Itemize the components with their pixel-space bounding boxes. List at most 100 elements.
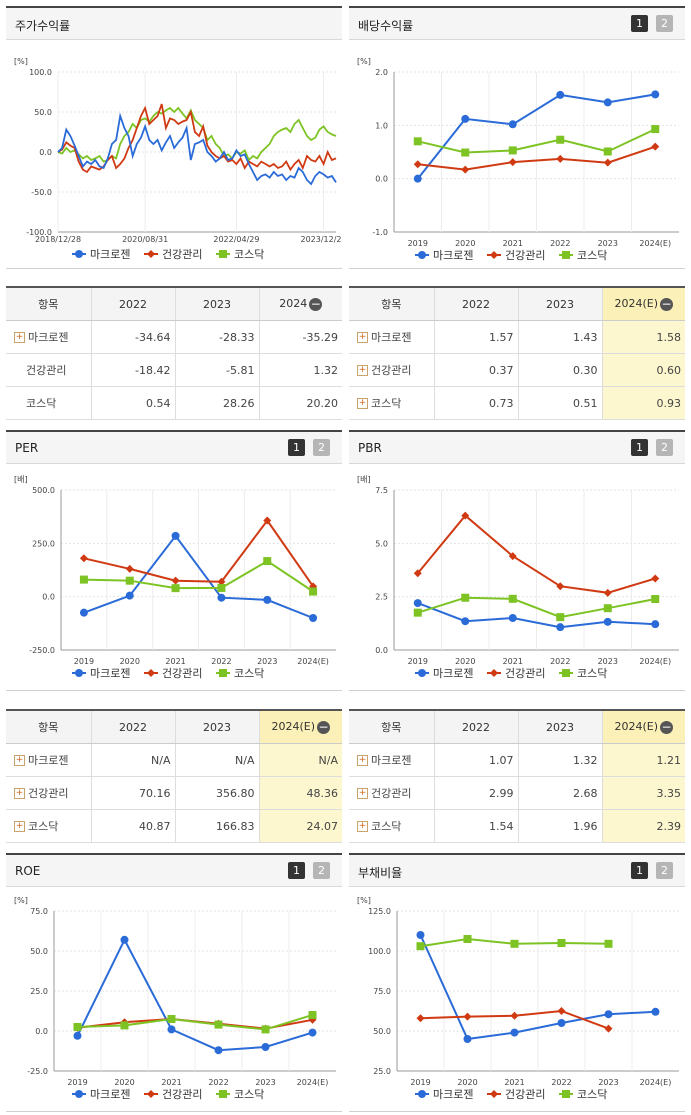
expand-plus-icon[interactable]: +	[357, 820, 368, 832]
legend-label: 코스닥	[234, 248, 264, 261]
dividend-yield-header: 배당수익률 1 2	[349, 6, 685, 40]
table-header: 항목	[6, 286, 91, 321]
row-label[interactable]: + 건강관리	[349, 776, 434, 810]
page-1-button[interactable]: 1	[631, 439, 648, 456]
page-2-button[interactable]: 2	[656, 439, 673, 456]
row-label[interactable]: + 건강관리	[349, 353, 434, 387]
pbr-title: PBR	[358, 441, 382, 455]
data-point	[308, 1015, 317, 1024]
data-point	[413, 160, 422, 169]
table-cell: 356.80	[174, 776, 259, 810]
table-cell: 1.96	[517, 809, 602, 843]
row-label[interactable]: + 마크로젠	[349, 743, 434, 777]
table-cell: 2.68	[517, 776, 602, 810]
table-cell: 3.35	[601, 776, 685, 810]
x-tick-label: 2022	[551, 1078, 571, 1087]
legend-marker	[219, 669, 227, 677]
table-row: + 코스닥 0.73 0.51 0.93	[349, 386, 685, 420]
row-label[interactable]: + 코스닥	[349, 809, 434, 843]
y-tick-label: 50.0	[34, 108, 52, 117]
roe-header: ROE 1 2	[6, 853, 342, 887]
page-2-button[interactable]: 2	[313, 862, 330, 879]
row-label[interactable]: + 마크로젠	[6, 743, 91, 777]
y-tick-label: 100.0	[29, 68, 52, 77]
data-point	[167, 1025, 176, 1034]
page-1-button[interactable]: 1	[631, 862, 648, 879]
series-line	[76, 937, 313, 1052]
row-label[interactable]: + 코스닥	[6, 809, 91, 843]
legend-marker	[147, 1090, 155, 1098]
x-tick-label: 2024(E)	[640, 1078, 672, 1087]
legend-marker	[75, 1090, 83, 1098]
page-2-button[interactable]: 2	[656, 15, 673, 32]
row-label[interactable]: + 건강관리	[6, 776, 91, 810]
per-panel: PER 1 2 [배] 500.0 250.0 0.0 -250.0 2019 2020 20…	[6, 430, 342, 690]
expand-plus-icon[interactable]: +	[14, 820, 25, 832]
y-tick-label: 2.0	[375, 68, 388, 77]
page-2-button[interactable]: 2	[313, 439, 330, 456]
y-tick-label: 125.0	[368, 907, 391, 916]
legend-label: 코스닥	[577, 667, 607, 680]
expand-plus-icon[interactable]: +	[357, 397, 368, 409]
expand-plus-icon[interactable]: +	[357, 754, 368, 766]
series-line	[417, 602, 656, 629]
stock-return-title: 주가수익률	[15, 19, 71, 33]
table-header-collapsible: 2024−	[258, 286, 342, 321]
series-line	[417, 145, 656, 171]
legend-label: 건강관리	[505, 667, 545, 680]
expand-plus-icon[interactable]: +	[357, 364, 368, 376]
table-cell: 166.83	[174, 809, 259, 843]
per-table: 항목 2022 2023 2024(E) − + 마크로젠 N/A N/A N/A + 건강관…	[6, 709, 342, 843]
row-label[interactable]: + 코스닥	[349, 386, 434, 420]
series-line	[419, 934, 656, 1041]
row-name: 건강관리	[371, 364, 412, 377]
x-tick-label: 2023	[598, 657, 618, 666]
per-title: PER	[15, 441, 39, 455]
row-name: 건강관리	[28, 787, 69, 800]
collapse-icon[interactable]: −	[317, 719, 331, 734]
x-tick-label: 2023	[598, 1078, 618, 1087]
expand-plus-icon[interactable]: +	[357, 331, 368, 343]
table-cell: 2.39	[601, 809, 685, 843]
legend-label: 코스닥	[234, 667, 264, 680]
roe-title: ROE	[15, 864, 41, 878]
row-label[interactable]: + 마크로젠	[6, 320, 91, 354]
dividend-yield-panel: 배당수익률 1 2 [%] 2.0 1.0 0.0 -1.0 2019 2020 2021 20…	[349, 6, 685, 268]
per-chart: [배] 500.0 250.0 0.0 -250.0 2019 2020 2021 2022 20…	[14, 475, 336, 680]
series-line	[83, 559, 314, 593]
data-point	[556, 582, 565, 591]
y-tick-label: 250.0	[32, 539, 55, 548]
data-point	[603, 604, 612, 613]
page-1-button[interactable]: 1	[631, 15, 648, 32]
row-label[interactable]: + 마크로젠	[349, 320, 434, 354]
collapse-icon[interactable]: −	[660, 719, 674, 734]
collapse-icon[interactable]: −	[660, 296, 674, 311]
table-cell: 24.07	[258, 809, 342, 843]
legend-marker	[75, 669, 83, 677]
data-point	[510, 939, 519, 948]
series-line	[417, 514, 656, 594]
stock-return-table: 항목 2022 2023 2024− + 마크로젠 -34.64 -28.33 -35.…	[6, 286, 342, 420]
table-cell: 1.54	[433, 809, 518, 843]
data-point	[603, 98, 612, 107]
table-row: + 건강관리 70.16 356.80 48.36	[6, 776, 342, 810]
legend-label: 마크로젠	[433, 1088, 473, 1101]
debt-ratio-panel: 부채비율 1 2 [%] 125.0 100.0 75.0 50.0 25.0 2019 20…	[349, 853, 685, 1111]
page-1-button[interactable]: 1	[288, 862, 305, 879]
row-name: 마크로젠	[28, 331, 69, 344]
data-point	[604, 1024, 613, 1033]
legend-marker	[75, 250, 83, 258]
x-tick-label: 2019	[408, 239, 428, 248]
y-tick-label: 0.0	[375, 175, 388, 184]
expand-plus-icon[interactable]: +	[14, 787, 25, 799]
page-1-button[interactable]: 1	[288, 439, 305, 456]
expand-plus-icon[interactable]: +	[14, 754, 25, 766]
collapse-icon[interactable]: −	[309, 296, 323, 311]
expand-plus-icon[interactable]: +	[14, 331, 25, 343]
expand-plus-icon[interactable]: +	[357, 787, 368, 799]
series-line	[417, 596, 656, 619]
table-cell: -34.64	[90, 320, 175, 354]
page-2-button[interactable]: 2	[656, 862, 673, 879]
x-tick-label: 2022	[550, 657, 570, 666]
table-row: + 마크로젠 -34.64 -28.33 -35.29	[6, 320, 342, 354]
